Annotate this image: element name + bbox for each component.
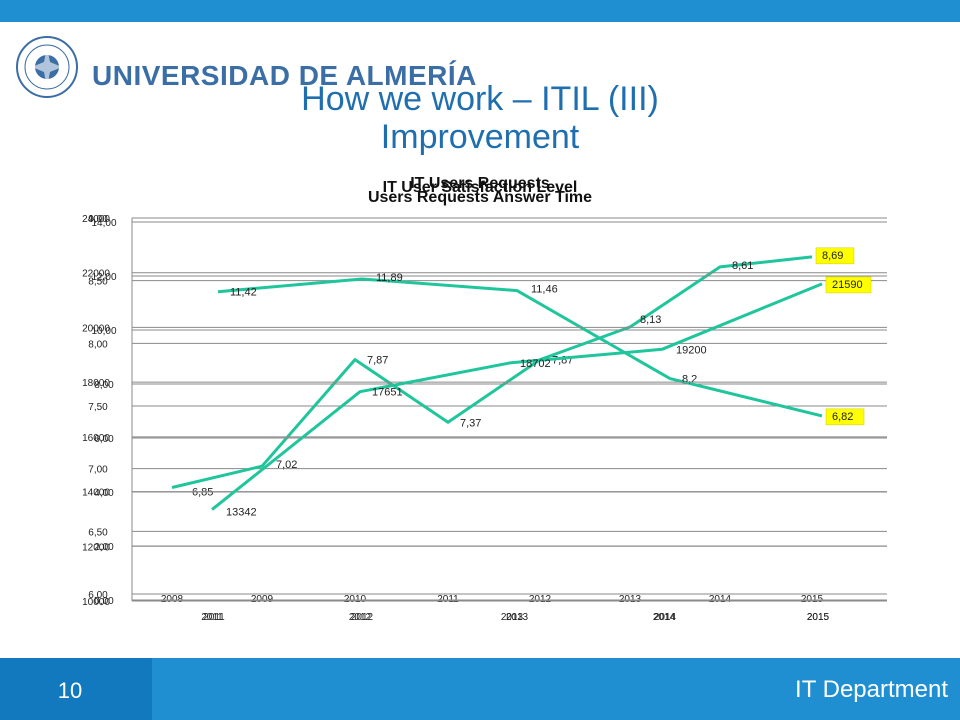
y-tick-label-c1: 10,00: [91, 326, 116, 337]
x-tick-label-c1: 2012: [351, 612, 374, 623]
y-tick-label-c0: 8,00: [88, 339, 108, 350]
chart-title-c1: IT User Satisfaction Level: [383, 179, 578, 196]
y-tick-label-c0: 8,50: [88, 277, 108, 288]
series-line-c1: [217, 277, 823, 418]
data-label-c1: 11,89: [376, 272, 403, 284]
y-tick-label-c0: 7,00: [88, 465, 108, 476]
university-name: UNIVERSIDAD DE ALMERÍA: [92, 60, 477, 91]
university-logo: [16, 36, 78, 98]
data-label-c1: 11,42: [230, 287, 257, 299]
y-tick-label-c2: 16000: [82, 433, 110, 444]
chart-title-c2: IT Users Requests: [410, 175, 550, 192]
y-tick-label-c2: 10000: [82, 597, 110, 608]
y-tick-label-c0: 6,50: [88, 527, 108, 538]
data-label-c0: 7,87: [367, 355, 388, 367]
y-tick-label-c2: 24000: [82, 214, 110, 225]
y-tick-label-c1: 8,00: [94, 380, 114, 391]
data-label-highlight-c0: [815, 247, 855, 265]
data-label-c2: 13342: [226, 507, 257, 519]
data-label-c0: 8,61: [732, 260, 753, 272]
data-label-c0: 8,69: [822, 250, 843, 262]
y-tick-label-c2: 20000: [82, 323, 110, 334]
data-label-highlight-c2: [825, 276, 872, 294]
y-tick-label-c0: 9,00: [88, 214, 108, 225]
x-tick-label-c2: 2012: [349, 612, 372, 623]
data-label-highlight-c1: [825, 408, 865, 426]
x-tick-label-c2: 2014: [653, 612, 676, 623]
y-tick-label-c0: 6,00: [88, 590, 108, 601]
top-bar: [0, 0, 960, 22]
y-tick-label-c1: 2,00: [94, 542, 114, 553]
data-label-c2: 19200: [676, 344, 707, 356]
y-tick-label-c1: 12,00: [91, 272, 116, 283]
title-line-2: Improvement: [380, 118, 580, 156]
y-tick-label-c1: 4,00: [94, 488, 114, 499]
data-label-c0: 7,37: [460, 417, 481, 429]
data-label-c1: 11,46: [531, 284, 558, 296]
data-label-c1: 8,2: [682, 374, 697, 386]
department-label: IT Department: [795, 676, 948, 703]
data-label-c0: 7,02: [276, 459, 297, 471]
footer-page-area: [0, 658, 152, 720]
x-tick-label-c2: 2015: [807, 612, 830, 623]
slide-title: How we work – ITIL (III) Improvement: [200, 80, 760, 156]
x-tick-label-c1: 2014: [654, 612, 677, 623]
x-tick-label-c1: 2013: [506, 612, 529, 623]
x-tick-label-c1: 2011: [201, 612, 223, 623]
y-tick-label-c2: 22000: [82, 269, 110, 280]
data-label-c1: 6,82: [832, 411, 853, 423]
y-tick-label-c1: 14,00: [91, 218, 116, 229]
data-label-c2: 17651: [372, 387, 403, 399]
page-number: 10: [57, 678, 83, 703]
title-line-1: How we work – ITIL (III): [301, 80, 659, 118]
series-line-c2: [211, 282, 823, 511]
data-label-c0: 8,13: [640, 314, 661, 326]
data-label-c2: 18702: [520, 358, 551, 370]
data-label-c2: 21590: [832, 279, 863, 291]
x-tick-label-c2: 2013: [501, 612, 524, 623]
x-tick-label-c1: 2015: [807, 612, 830, 623]
chart-title-c0: Users Requests Answer Time: [368, 189, 592, 206]
y-tick-label-c2: 12000: [82, 542, 110, 553]
series-line-c0: [171, 255, 813, 489]
y-tick-label-c2: 14000: [82, 488, 110, 499]
y-tick-label-c1: 0,00: [94, 596, 114, 607]
y-tick-label-c1: 6,00: [94, 434, 114, 445]
overlapping-charts: 6,006,507,007,508,008,509,00200820092010…: [82, 175, 887, 623]
footer-bar: [152, 658, 960, 720]
x-tick-label-c2: 2011: [203, 612, 225, 623]
y-tick-label-c2: 18000: [82, 378, 110, 389]
y-tick-label-c0: 7,50: [88, 402, 108, 413]
